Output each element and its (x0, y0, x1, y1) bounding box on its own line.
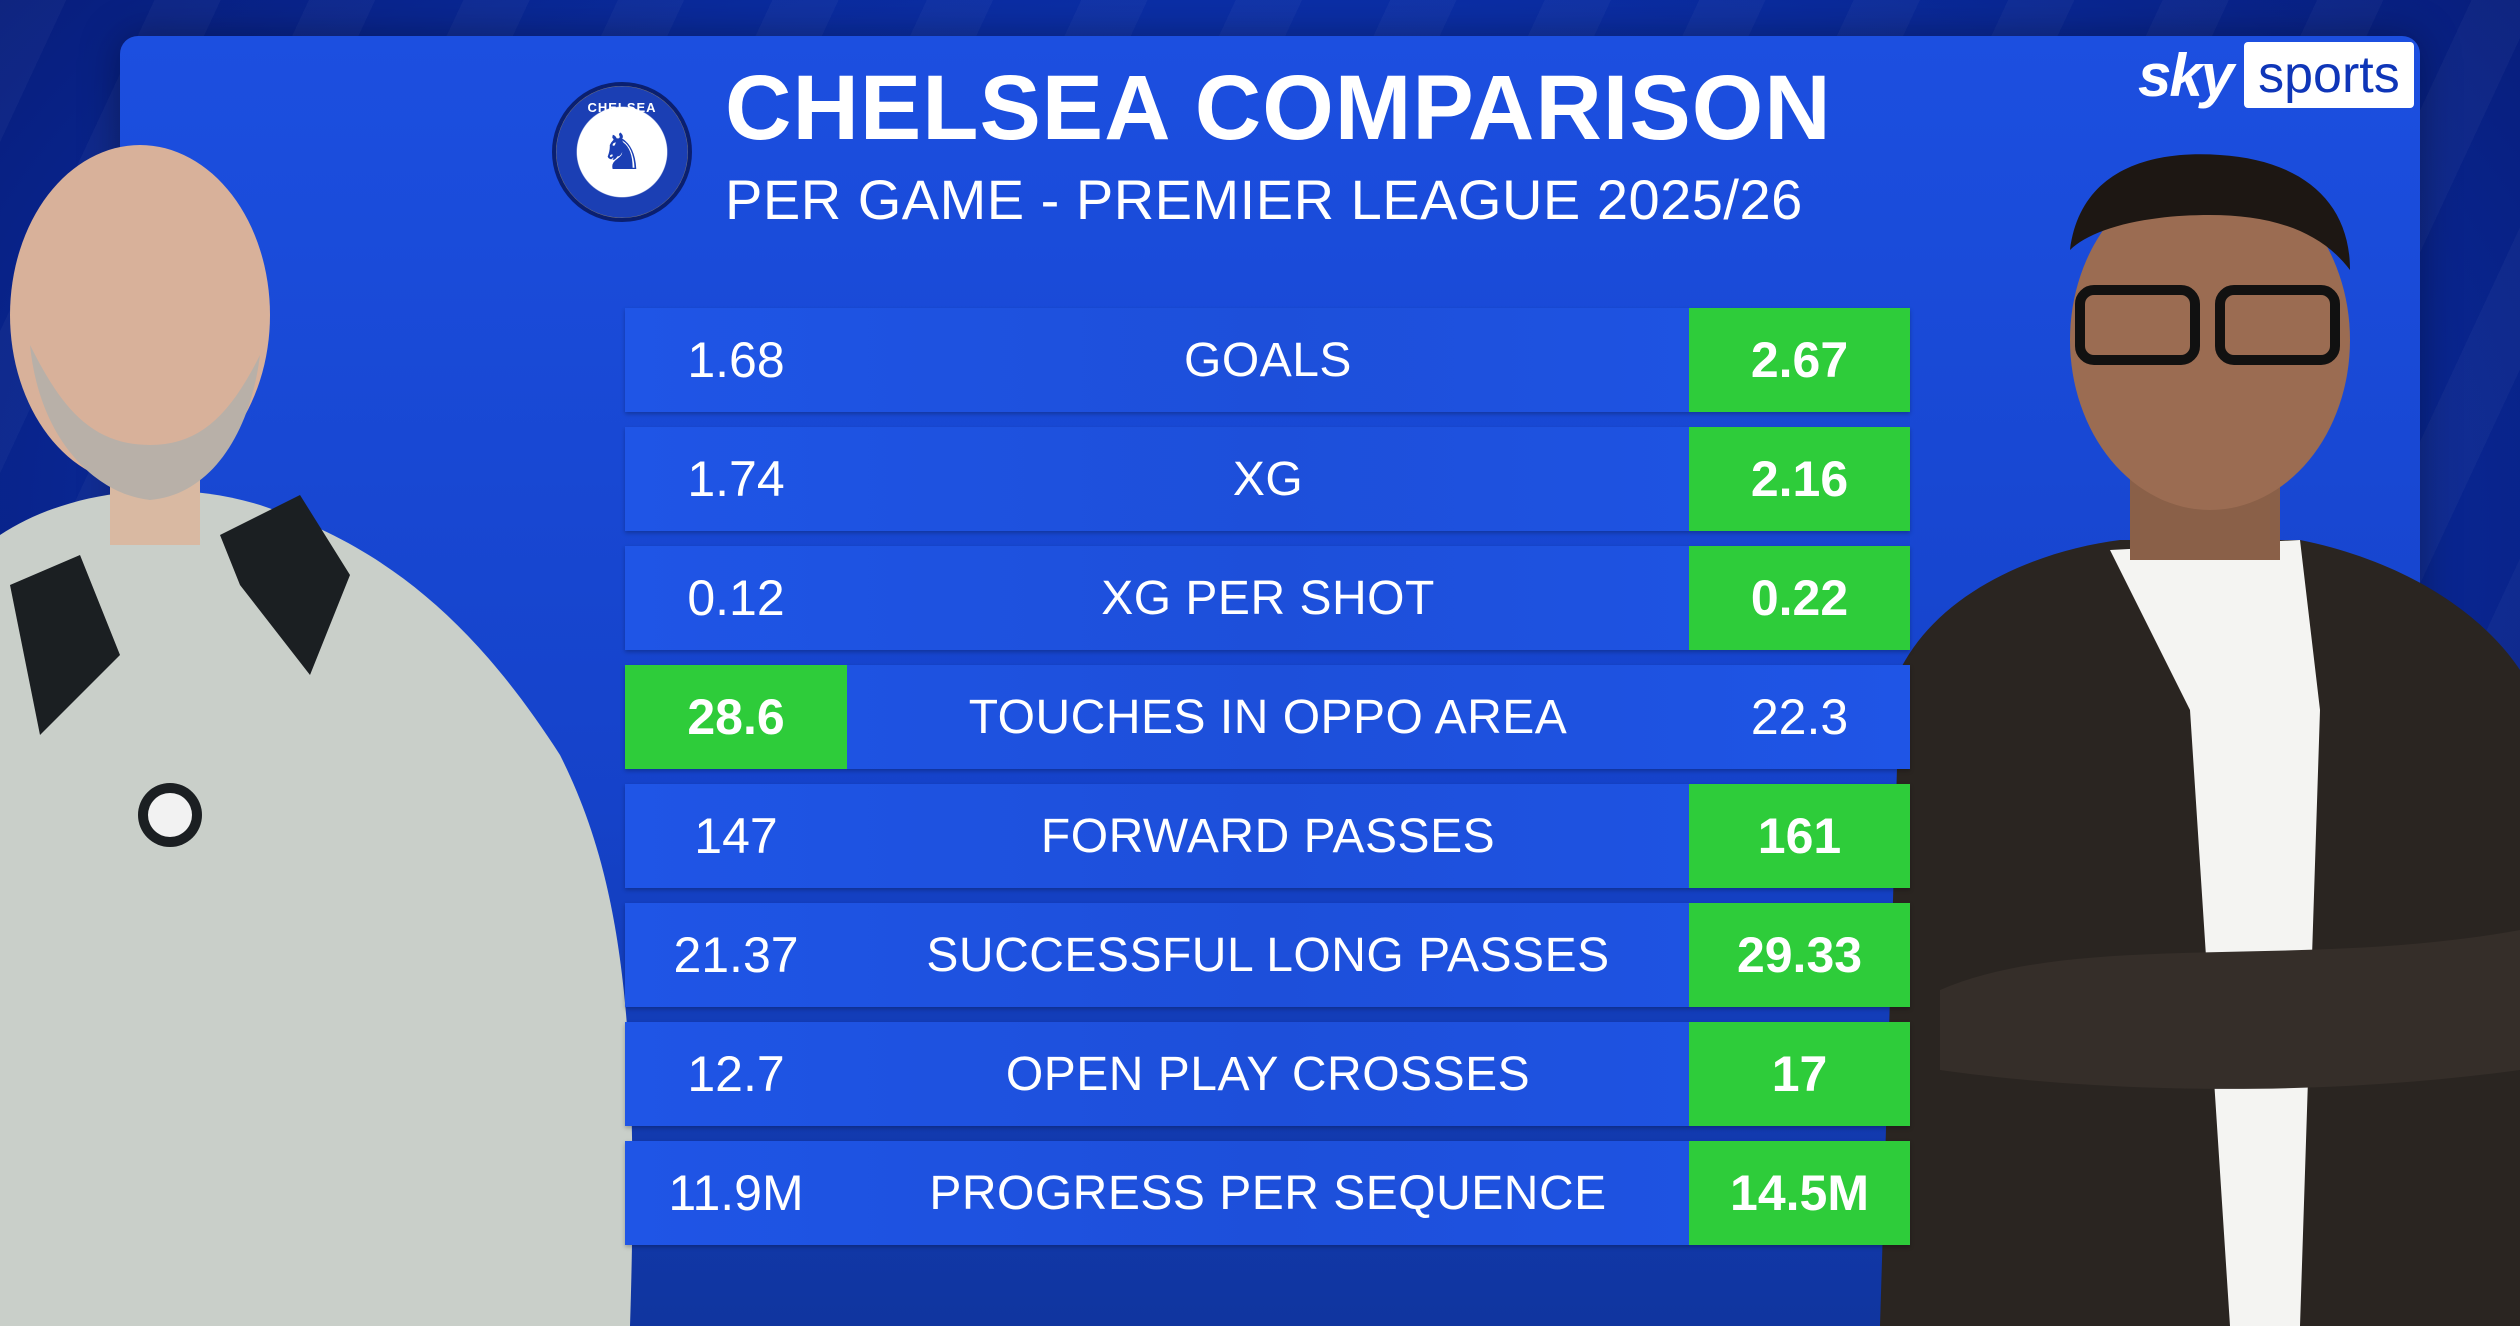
left-value: 21.37 (673, 927, 799, 983)
left-manager-photo (0, 115, 650, 1326)
stat-label: XG PER SHOT (1101, 571, 1435, 625)
page-subtitle: PER GAME - PREMIER LEAGUE 2025/26 (725, 168, 1803, 231)
sky-wordmark: sky (2138, 41, 2234, 109)
left-value: 12.7 (687, 1046, 785, 1102)
left-value: 147 (694, 808, 778, 864)
stat-row-forward-passes: 147 FORWARD PASSES 161 (625, 784, 1910, 888)
right-value: 0.22 (1689, 546, 1910, 650)
right-value: 2.67 (1689, 308, 1910, 412)
right-value: 17 (1689, 1022, 1910, 1126)
stat-row-goals: 1.68 GOALS 2.67 (625, 308, 1910, 412)
left-value: 1.74 (687, 451, 785, 507)
left-value: 28.6 (625, 665, 847, 769)
lion-icon: ♞ (599, 124, 645, 180)
stat-row-open-play-crosses: 12.7 OPEN PLAY CROSSES 17 (625, 1022, 1910, 1126)
stat-label: PROGRESS PER SEQUENCE (929, 1166, 1607, 1220)
sports-wordmark: sports (2244, 42, 2414, 108)
right-value: 22.3 (1750, 689, 1849, 745)
sky-sports-logo: sky sports (2138, 41, 2414, 109)
page-title: CHELSEA COMPARISON (725, 57, 1832, 159)
left-value: 11.9M (668, 1165, 804, 1221)
stat-label: FORWARD PASSES (1040, 809, 1496, 863)
left-value: 0.12 (687, 570, 785, 626)
stat-label: GOALS (1184, 333, 1352, 387)
stat-row-xg: 1.74 XG 2.16 (625, 427, 1910, 531)
stat-row-xg-per-shot: 0.12 XG PER SHOT 0.22 (625, 546, 1910, 650)
stat-row-successful-long-passes: 21.37 SUCCESSFUL LONG PASSES 29.33 (625, 903, 1910, 1007)
right-manager-photo (1880, 110, 2520, 1326)
stat-label: OPEN PLAY CROSSES (1005, 1047, 1531, 1101)
right-value: 29.33 (1689, 903, 1910, 1007)
comparison-table: 1.68 GOALS 2.67 1.74 XG 2.16 0.12 XG PER… (625, 308, 1910, 1260)
crest-text: CHELSEA (587, 100, 657, 115)
stat-label: XG (1232, 452, 1304, 506)
chelsea-crest-icon: CHELSEA ♞ (552, 82, 692, 222)
right-value: 161 (1689, 784, 1910, 888)
left-value: 1.68 (687, 332, 785, 388)
stat-label: TOUCHES IN OPPO AREA (968, 690, 1568, 744)
stat-row-progress-per-sequence: 11.9M PROGRESS PER SEQUENCE 14.5M (625, 1141, 1910, 1245)
right-value: 14.5M (1689, 1141, 1910, 1245)
stat-label: SUCCESSFUL LONG PASSES (926, 928, 1610, 982)
right-value: 2.16 (1689, 427, 1910, 531)
stat-row-touches-in-oppo-area: 28.6 TOUCHES IN OPPO AREA 22.3 (625, 665, 1910, 769)
